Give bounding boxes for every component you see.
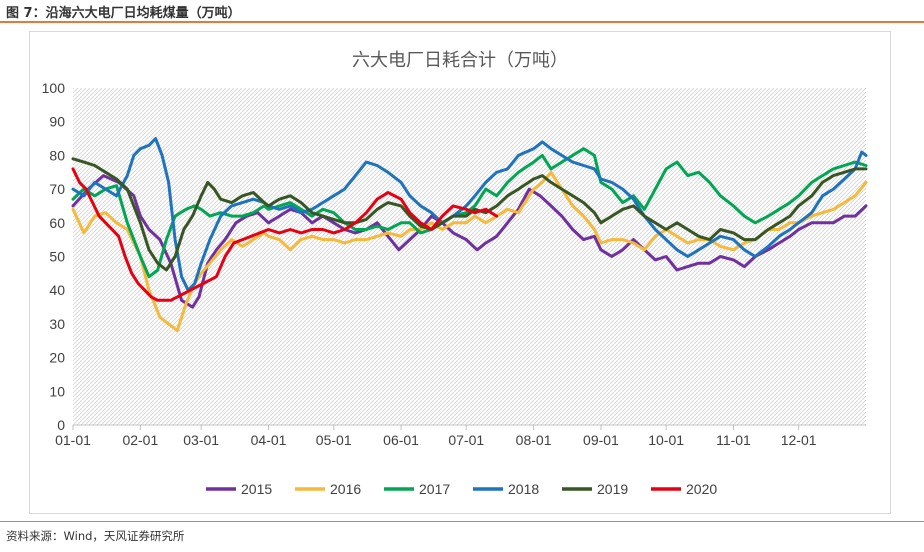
x-tick-label: 05-01 bbox=[316, 432, 352, 448]
bottom-rule bbox=[0, 521, 924, 522]
x-tick-label: 02-01 bbox=[122, 432, 158, 448]
x-tick-label: 01-01 bbox=[55, 432, 91, 448]
legend-label: 2018 bbox=[508, 481, 539, 497]
x-axis: 01-01 02-01 03-01 04-01 05-01 06-01 07-01 08-01… bbox=[55, 424, 866, 448]
y-tick-label: 100 bbox=[42, 80, 66, 96]
x-tick-label: 07-01 bbox=[448, 432, 484, 448]
legend-item-2018: 2018 bbox=[473, 481, 539, 497]
line-chart: 六大电厂日耗合计（万吨） 0 10 20 30 40 50 60 70 80 90 100 01-0… bbox=[42, 50, 868, 497]
x-tick-label: 10-01 bbox=[648, 432, 684, 448]
legend-label: 2016 bbox=[330, 481, 361, 497]
x-tick-label: 04-01 bbox=[251, 432, 287, 448]
y-tick-label: 20 bbox=[49, 350, 65, 366]
series-line-2016 bbox=[71, 170, 868, 333]
legend: 2015 2016 2017 2018 2019 2020 bbox=[206, 481, 717, 497]
legend-item-2015: 2015 bbox=[206, 481, 272, 497]
x-tick-label: 11-01 bbox=[716, 432, 751, 448]
top-rule bbox=[0, 21, 924, 23]
series-line-2019 bbox=[71, 157, 868, 272]
y-tick-label: 80 bbox=[49, 147, 65, 163]
chart-title: 六大电厂日耗合计（万吨） bbox=[352, 50, 568, 71]
x-tick-label: 09-01 bbox=[583, 432, 619, 448]
plot-area bbox=[73, 88, 866, 425]
chart-frame: 六大电厂日耗合计（万吨） 0 10 20 30 40 50 60 70 80 90 100 01-0… bbox=[29, 31, 891, 514]
y-tick-label: 40 bbox=[49, 282, 65, 298]
y-tick-label: 30 bbox=[49, 316, 65, 332]
x-tick-label: 12-01 bbox=[781, 432, 817, 448]
legend-label: 2019 bbox=[597, 481, 628, 497]
series-line-2020 bbox=[71, 167, 499, 302]
legend-label: 2015 bbox=[241, 481, 272, 497]
series-lines bbox=[71, 137, 868, 333]
y-tick-label: 60 bbox=[49, 215, 65, 231]
y-tick-label: 50 bbox=[49, 249, 65, 265]
figure-title: 图 7：沿海六大电厂日均耗煤量（万吨） bbox=[6, 6, 241, 21]
legend-label: 2020 bbox=[686, 481, 717, 497]
y-tick-label: 90 bbox=[49, 114, 65, 130]
legend-item-2019: 2019 bbox=[562, 481, 628, 497]
legend-label: 2017 bbox=[419, 481, 450, 497]
x-tick-label: 06-01 bbox=[383, 432, 419, 448]
legend-item-2020: 2020 bbox=[651, 481, 717, 497]
series-line-2015 bbox=[71, 174, 868, 309]
x-tick-label: 08-01 bbox=[516, 432, 552, 448]
source-note: 资料来源：Wind，天风证券研究所 bbox=[6, 529, 185, 543]
y-axis: 0 10 20 30 40 50 60 70 80 90 100 bbox=[42, 80, 66, 433]
y-tick-label: 10 bbox=[49, 383, 65, 399]
x-tick-label: 03-01 bbox=[183, 432, 219, 448]
y-tick-label: 0 bbox=[57, 417, 65, 433]
legend-item-2017: 2017 bbox=[384, 481, 450, 497]
legend-item-2016: 2016 bbox=[295, 481, 361, 497]
y-tick-label: 70 bbox=[49, 181, 65, 197]
